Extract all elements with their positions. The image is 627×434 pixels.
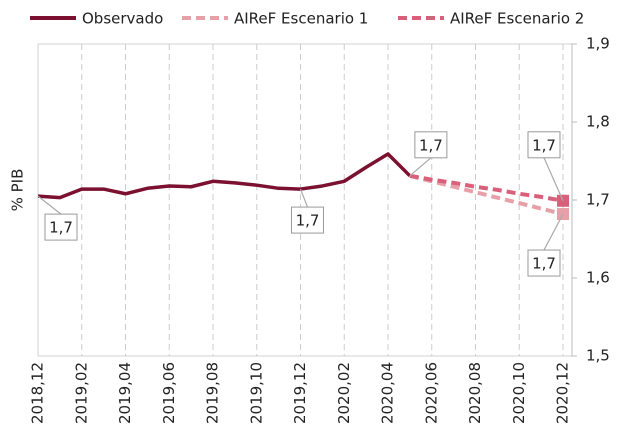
data-label: 1,7 [419,136,443,154]
data-label: 1,7 [296,212,320,230]
series-line [37,152,412,200]
callout-leader [409,157,432,177]
x-tick-label: 2020,10 [510,362,528,424]
y-tick-label: 1,8 [586,113,610,131]
series-line [409,173,564,216]
data-label: 1,7 [532,255,556,273]
data-label: 1,7 [49,219,73,237]
callout-leader [543,157,564,202]
legend-label: AIReF Escenario 1 [234,10,368,28]
x-tick-label: 2020,06 [422,362,440,424]
series-line [409,173,564,203]
y-axis-label: % PIB [9,169,27,212]
x-tick-label: 2018,12 [29,362,47,424]
x-tick-label: 2020,04 [379,362,397,424]
x-tick-label: 2019,04 [116,362,134,424]
x-tick-label: 2019,12 [291,362,309,424]
callout-box [44,213,78,241]
x-tick-label: 2019,10 [247,362,265,424]
y-tick-label: 1,6 [586,269,610,287]
legend-label: Observado [82,10,163,28]
x-tick-label: 2020,08 [466,362,484,424]
callout-box [527,131,561,159]
y-tick-label: 1,9 [586,35,610,53]
callout-box [291,206,324,234]
legend-label: AIReF Escenario 2 [450,10,584,28]
x-tick-label: 2019,02 [72,362,90,424]
callout-leader [543,213,564,251]
x-tick-label: 2019,08 [204,362,222,424]
callout-leader [37,195,62,215]
data-label: 1,7 [532,136,556,154]
x-tick-label: 2019,06 [160,362,178,424]
callout-leader [299,188,309,208]
x-tick-label: 2020,02 [335,362,353,424]
y-tick-label: 1,5 [586,347,610,365]
x-tick-label: 2020,12 [554,362,572,424]
y-tick-label: 1,7 [586,191,610,209]
callout-box [414,131,448,159]
callout-box [527,249,561,277]
